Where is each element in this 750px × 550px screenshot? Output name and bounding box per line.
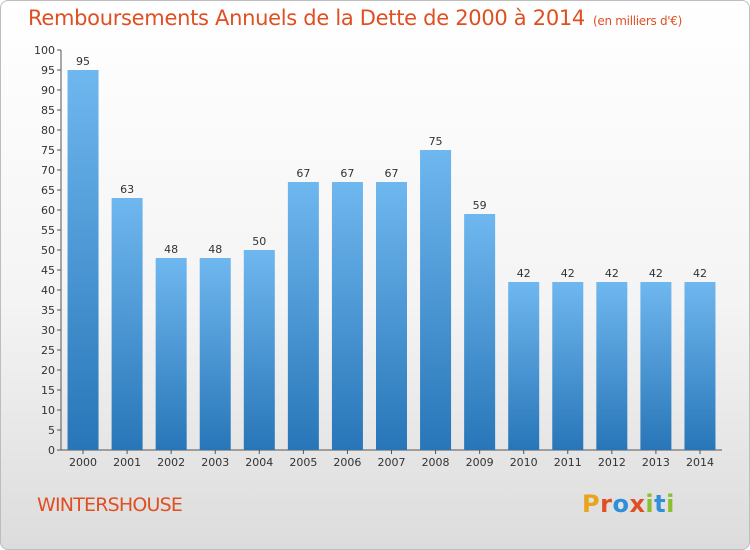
y-tick-label: 10 <box>41 404 55 417</box>
chart-subtitle: (en milliers d'€) <box>593 14 683 28</box>
y-tick-label: 100 <box>34 44 55 57</box>
data-label-2011: 42 <box>561 267 575 280</box>
y-tick-label: 75 <box>41 144 55 157</box>
data-label-2008: 75 <box>429 135 443 148</box>
data-label-2010: 42 <box>517 267 531 280</box>
x-tick-label: 2004 <box>245 456 273 469</box>
y-tick-label: 25 <box>41 344 55 357</box>
data-label-2014: 42 <box>693 267 707 280</box>
logo-letter: t <box>654 490 667 518</box>
bar-2001 <box>111 198 143 450</box>
data-label-2000: 95 <box>76 55 90 68</box>
data-label-2009: 59 <box>473 199 487 212</box>
chart-bars <box>67 70 716 450</box>
bar-2003 <box>199 258 231 450</box>
y-tick-label: 80 <box>41 124 55 137</box>
data-label-2004: 50 <box>252 235 266 248</box>
y-tick-label: 5 <box>48 424 55 437</box>
y-tick-label: 55 <box>41 224 55 237</box>
data-label-2001: 63 <box>120 183 134 196</box>
y-tick-label: 20 <box>41 364 55 377</box>
logo-letter: o <box>612 490 630 518</box>
x-tick-label: 2008 <box>422 456 450 469</box>
bar-2010 <box>508 282 540 450</box>
x-tick-label: 2007 <box>378 456 406 469</box>
bar-2008 <box>420 150 452 450</box>
y-tick-label: 0 <box>48 444 55 457</box>
x-tick-label: 2001 <box>113 456 141 469</box>
x-tick-label: 2000 <box>69 456 97 469</box>
y-tick-label: 85 <box>41 104 55 117</box>
bar-2011 <box>552 282 584 450</box>
bar-2013 <box>640 282 672 450</box>
y-tick-label: 70 <box>41 164 55 177</box>
x-tick-label: 2009 <box>466 456 494 469</box>
x-tick-label: 2012 <box>598 456 626 469</box>
logo-letter: i <box>645 490 655 518</box>
y-tick-label: 65 <box>41 184 55 197</box>
y-tick-label: 90 <box>41 84 55 97</box>
bar-2007 <box>376 182 407 450</box>
bar-2009 <box>464 214 496 450</box>
chart-title-text: Remboursements Annuels de la Dette de 20… <box>28 6 585 30</box>
bar-2014 <box>684 282 716 450</box>
bar-2005 <box>287 182 319 450</box>
y-tick-label: 35 <box>41 304 55 317</box>
x-tick-label: 2011 <box>554 456 582 469</box>
x-tick-label: 2013 <box>642 456 670 469</box>
y-tick-label: 95 <box>41 64 55 77</box>
bar-2004 <box>243 250 275 450</box>
logo-letter: P <box>582 490 601 518</box>
y-tick-label: 40 <box>41 284 55 297</box>
bar-2006 <box>331 182 363 450</box>
data-label-2013: 42 <box>649 267 663 280</box>
chart-data-labels: 95 63 48 48 50 67 67 67 75 59 42 42 42 42 42 <box>76 55 707 280</box>
bar-2000 <box>67 70 99 450</box>
x-tick-label: 2014 <box>686 456 714 469</box>
y-tick-label: 30 <box>41 324 55 337</box>
y-tick-label: 15 <box>41 384 55 397</box>
data-label-2007: 67 <box>385 167 399 180</box>
logo-letter: i <box>666 490 675 518</box>
commune-name: WINTERSHOUSE <box>37 494 183 516</box>
x-tick-label: 2006 <box>333 456 361 469</box>
data-label-2005: 67 <box>296 167 310 180</box>
data-label-2012: 42 <box>605 267 619 280</box>
y-tick-label: 50 <box>41 244 55 257</box>
logo-letter: r <box>600 490 613 518</box>
data-label-2006: 67 <box>340 167 354 180</box>
x-tick-label: 2002 <box>157 456 185 469</box>
bar-2002 <box>155 258 187 450</box>
logo-letter: x <box>629 490 646 518</box>
y-tick-label: 60 <box>41 204 55 217</box>
data-label-2002: 48 <box>164 243 178 256</box>
proxiti-logo: Proxiti <box>582 490 675 518</box>
chart-title: Remboursements Annuels de la Dette de 20… <box>28 6 682 30</box>
data-label-2003: 48 <box>208 243 222 256</box>
x-tick-label: 2005 <box>289 456 317 469</box>
x-tick-label: 2010 <box>510 456 538 469</box>
x-tick-label: 2003 <box>201 456 229 469</box>
bar-2012 <box>596 282 628 450</box>
y-tick-label: 45 <box>41 264 55 277</box>
